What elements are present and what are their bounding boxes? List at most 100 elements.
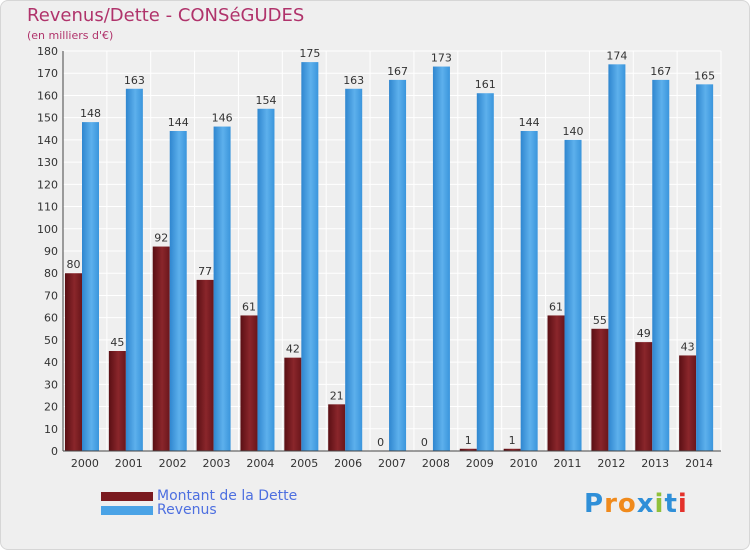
- bar-revenue: [345, 88, 363, 452]
- x-tick-label: 2009: [466, 457, 494, 470]
- y-tick-label: 20: [44, 401, 58, 414]
- bar-debt: [240, 315, 258, 451]
- data-label-debt: 0: [421, 436, 428, 449]
- bar-revenue: [432, 66, 450, 452]
- y-tick-label: 40: [44, 356, 58, 369]
- logo-letter: t: [664, 489, 678, 519]
- legend-label-revenue: Revenus: [157, 502, 217, 518]
- data-label-revenue: 165: [694, 69, 715, 82]
- logo-letter: x: [636, 489, 655, 519]
- y-tick-label: 70: [44, 289, 58, 302]
- y-tick-label: 0: [51, 445, 58, 458]
- bar-revenue: [696, 84, 714, 451]
- data-label-revenue: 140: [563, 125, 584, 138]
- data-label-debt: 45: [110, 336, 124, 349]
- x-tick-label: 2003: [203, 457, 231, 470]
- data-label-revenue: 148: [80, 107, 101, 120]
- proxiti-logo: Proxiti: [584, 489, 688, 519]
- bar-revenue: [608, 64, 626, 452]
- bar-debt: [679, 355, 697, 451]
- data-label-revenue: 174: [606, 49, 627, 62]
- y-tick-label: 50: [44, 334, 58, 347]
- data-label-debt: 49: [637, 327, 651, 340]
- data-label-debt: 55: [593, 314, 607, 327]
- y-tick-label: 150: [37, 112, 58, 125]
- data-label-revenue: 146: [212, 112, 233, 125]
- data-label-debt: 61: [242, 300, 256, 313]
- bar-revenue: [213, 126, 231, 452]
- axes: 0102030405060708090100110120130140150160…: [37, 45, 721, 470]
- y-tick-label: 80: [44, 267, 58, 280]
- bar-debt: [503, 448, 521, 451]
- bar-debt: [328, 404, 346, 451]
- data-label-revenue: 161: [475, 78, 496, 91]
- bar-revenue: [301, 62, 319, 451]
- x-tick-label: 2013: [641, 457, 669, 470]
- data-label-debt: 21: [330, 389, 344, 402]
- data-label-debt: 77: [198, 265, 212, 278]
- data-label-debt: 80: [67, 258, 81, 271]
- data-label-revenue: 167: [650, 65, 671, 78]
- y-tick-label: 160: [37, 89, 58, 102]
- x-tick-label: 2000: [71, 457, 99, 470]
- data-label-debt: 42: [286, 343, 300, 356]
- data-label-debt: 61: [549, 300, 563, 313]
- bar-debt: [547, 315, 565, 451]
- bar-debt: [152, 246, 170, 451]
- y-tick-label: 10: [44, 423, 58, 436]
- y-tick-label: 30: [44, 378, 58, 391]
- x-tick-label: 2006: [334, 457, 362, 470]
- y-tick-label: 140: [37, 134, 58, 147]
- legend-label-debt: Montant de la Dette: [157, 488, 298, 504]
- y-tick-label: 120: [37, 178, 58, 191]
- data-label-revenue: 144: [519, 116, 540, 129]
- bar-revenue: [476, 93, 494, 451]
- y-tick-label: 130: [37, 156, 58, 169]
- data-label-debt: 0: [377, 436, 384, 449]
- bar-debt: [196, 279, 214, 451]
- bar-revenue: [257, 108, 275, 452]
- chart-subtitle: (en milliers d'€): [27, 29, 114, 42]
- x-tick-label: 2002: [159, 457, 187, 470]
- y-tick-label: 170: [37, 67, 58, 80]
- data-label-revenue: 144: [168, 116, 189, 129]
- bars: [65, 62, 714, 452]
- data-label-debt: 1: [509, 434, 516, 447]
- x-tick-label: 2014: [685, 457, 713, 470]
- bar-revenue: [520, 131, 538, 451]
- bar-revenue: [82, 122, 99, 451]
- logo-letter: r: [604, 489, 618, 519]
- x-tick-label: 2004: [246, 457, 274, 470]
- data-labels: 80 148 45 163 92 144 77 146 61 154 42 175 21 163 0 167 0…: [67, 47, 716, 449]
- data-label-revenue: 173: [431, 52, 452, 65]
- data-label-revenue: 154: [255, 94, 276, 107]
- x-tick-label: 2008: [422, 457, 450, 470]
- x-tick-label: 2011: [553, 457, 581, 470]
- x-tick-label: 2010: [510, 457, 538, 470]
- bar-debt: [284, 357, 302, 451]
- bar-debt: [635, 342, 653, 451]
- bar-debt: [65, 273, 82, 451]
- x-tick-label: 2007: [378, 457, 406, 470]
- x-tick-label: 2012: [597, 457, 625, 470]
- data-label-debt: 43: [681, 340, 695, 353]
- bar-revenue: [652, 79, 670, 451]
- bar-debt: [591, 328, 609, 451]
- bar-revenue: [125, 88, 143, 452]
- data-label-debt: 92: [154, 232, 168, 245]
- chart-title: Revenus/Dette - CONSéGUDES: [27, 5, 305, 26]
- bar-revenue: [169, 131, 187, 451]
- bar-debt: [108, 351, 126, 451]
- logo-letter: P: [584, 489, 605, 519]
- data-label-revenue: 175: [299, 47, 320, 60]
- y-tick-label: 180: [37, 45, 58, 58]
- data-label-revenue: 167: [387, 65, 408, 78]
- x-tick-label: 2005: [290, 457, 318, 470]
- y-tick-label: 100: [37, 223, 58, 236]
- logo-letter: i: [677, 489, 688, 519]
- data-label-revenue: 163: [343, 74, 364, 87]
- bar-debt: [459, 448, 477, 451]
- x-tick-label: 2001: [115, 457, 143, 470]
